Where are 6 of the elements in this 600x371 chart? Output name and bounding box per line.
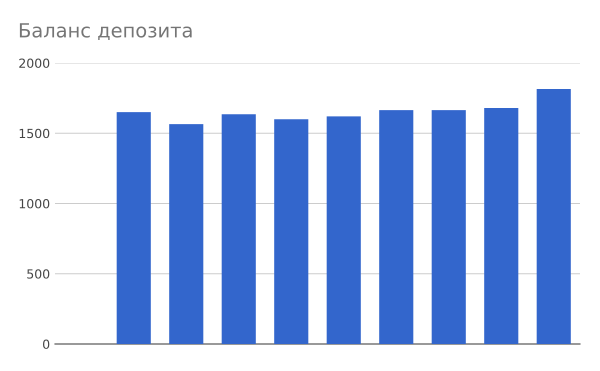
chart-title: Баланс депозита xyxy=(20,23,192,40)
y-tick-label: 1000 xyxy=(20,198,50,208)
y-tick-label: 2000 xyxy=(19,58,50,68)
y-tick-label: 500 xyxy=(27,269,50,279)
y-tick-label: 0 xyxy=(43,339,50,349)
y-tick-label: 1500 xyxy=(20,128,50,138)
